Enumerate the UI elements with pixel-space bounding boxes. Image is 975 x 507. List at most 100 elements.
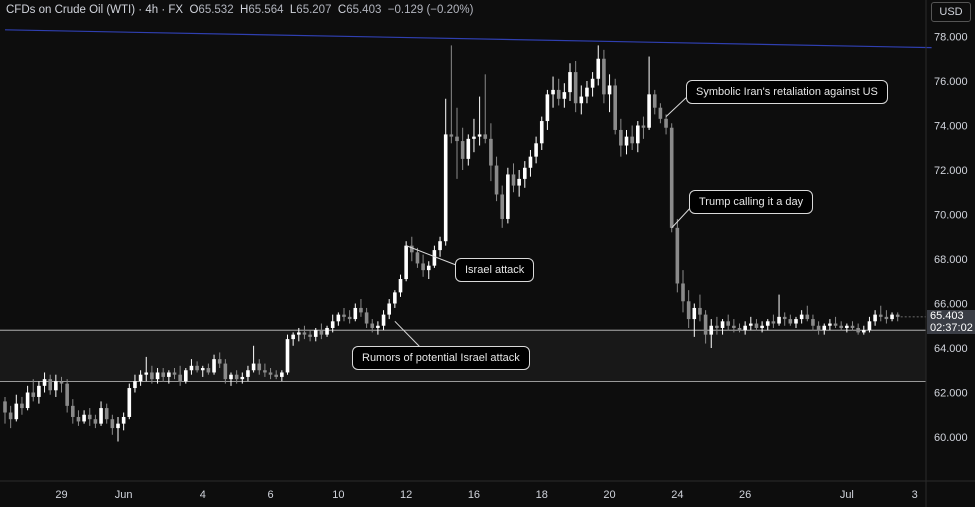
candle (477, 96, 482, 146)
annotation-trump[interactable]: Trump calling it a day (689, 190, 814, 214)
candle (42, 372, 47, 393)
candle-body (381, 314, 386, 326)
candle-body (856, 327, 860, 333)
candle (703, 310, 708, 344)
candle (873, 310, 877, 326)
candle (48, 374, 52, 395)
candle-body (200, 368, 205, 371)
candle-body (698, 307, 702, 315)
candle (246, 365, 250, 382)
candle-body (517, 178, 521, 186)
candle-body (596, 58, 601, 79)
resistance-trendline[interactable] (4, 29, 932, 49)
candle-body (330, 321, 335, 328)
candles (3, 45, 926, 442)
candle-body (246, 370, 250, 377)
candle (116, 416, 120, 442)
candle-body (14, 403, 19, 420)
candle (87, 408, 92, 426)
candle (178, 365, 182, 386)
candle (251, 345, 256, 373)
time-tick-label: 24 (671, 489, 683, 501)
candle (613, 78, 617, 135)
candle-body (48, 379, 52, 391)
candle-body (545, 94, 550, 122)
candle-body (240, 376, 245, 380)
candle-body (585, 87, 589, 97)
candle-body (212, 359, 216, 373)
candle-body (93, 419, 98, 424)
candle (8, 405, 13, 429)
candle-body (895, 314, 900, 317)
candle (82, 410, 86, 424)
interval[interactable]: 4h (145, 4, 159, 16)
low-value: 65.207 (296, 4, 332, 16)
candle-body (347, 316, 352, 320)
candle-body (539, 121, 544, 144)
annotation-pointers (394, 95, 693, 348)
candle-body (110, 419, 115, 429)
last-price: 65.403 (930, 309, 964, 322)
candle (658, 103, 663, 124)
high-label: H (240, 4, 249, 16)
candle (376, 321, 380, 335)
candle-body (189, 365, 194, 371)
annotation-iran-retaliation[interactable]: Symbolic Iran's retaliation against US (686, 80, 888, 104)
candle-body (421, 263, 425, 271)
candle-body (37, 385, 41, 397)
candle-body (76, 416, 81, 422)
candle (636, 121, 640, 153)
candle-body (477, 134, 482, 137)
candle (150, 365, 154, 384)
candle-body (342, 314, 346, 317)
candle-body (229, 374, 233, 380)
annotation-israel-attack[interactable]: Israel attack (455, 258, 535, 282)
candle-body (777, 316, 781, 324)
price-tick-label: 74.000 (934, 121, 968, 133)
candle-body (720, 321, 725, 328)
candle (720, 319, 725, 335)
candle-body (217, 359, 222, 364)
candle (121, 412, 126, 431)
separator: · (161, 4, 166, 16)
candle (460, 127, 465, 170)
price-axis[interactable]: 60.000 62.000 64.000 66.000 68.000 70.000 72.0… (925, 0, 968, 507)
trendline[interactable] (4, 29, 932, 49)
candle (715, 316, 719, 335)
annotation-rumors[interactable]: Rumors of potential Israel attack (352, 346, 530, 370)
candle-body (387, 303, 391, 315)
candle (155, 368, 160, 384)
candle-body (647, 94, 651, 128)
time-tick-label: 3 (912, 489, 918, 501)
candle (692, 303, 697, 337)
time-tick-label: 18 (536, 489, 548, 501)
candle (14, 394, 19, 422)
candle-body (404, 245, 408, 280)
candle-body (890, 314, 894, 320)
price-tick-label: 60.000 (934, 432, 968, 444)
candle-body (590, 78, 595, 88)
candle (189, 359, 194, 375)
candle-body (573, 72, 578, 104)
candle (681, 270, 685, 313)
symbol-legend[interactable]: CFDs on Crude Oil (WTI) · 4h · FX O65.53… (6, 4, 473, 16)
candle (765, 319, 770, 331)
candle (517, 170, 521, 197)
candle-body (551, 89, 555, 95)
candle (336, 312, 341, 326)
candle-body (206, 368, 211, 373)
symbol-name[interactable]: CFDs on Crude Oil (WTI) (6, 4, 136, 16)
candle-body (3, 401, 7, 413)
candle (285, 334, 290, 375)
time-axis[interactable]: 29 Jun 4 6 10 12 16 18 20 24 26 Jul 3 (0, 480, 975, 501)
price-tick-label: 64.000 (934, 343, 968, 355)
time-tick-label: 20 (603, 489, 615, 501)
candle-body (415, 252, 420, 264)
currency-button[interactable]: USD (931, 2, 971, 22)
candle (862, 325, 866, 335)
candle (37, 381, 41, 404)
candle (845, 323, 849, 333)
candle (93, 414, 98, 429)
